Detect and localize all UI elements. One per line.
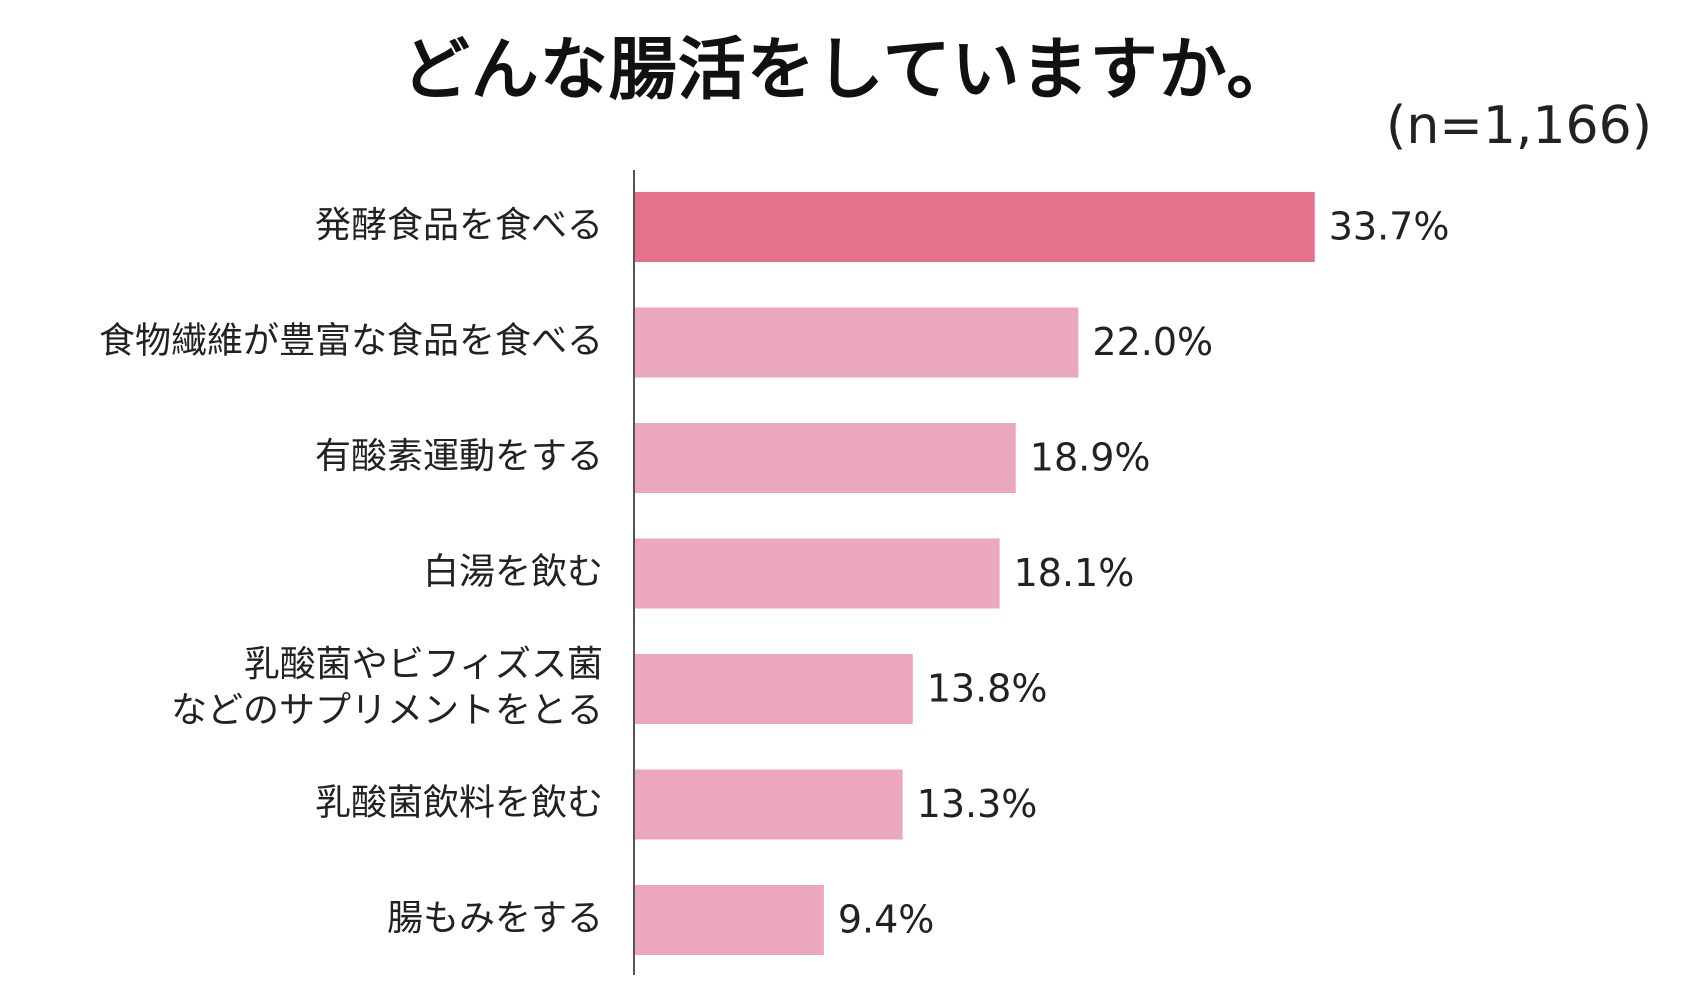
bar	[634, 538, 1000, 609]
bar	[634, 654, 913, 724]
category-label: 白湯を飲む	[423, 552, 603, 593]
bar	[634, 192, 1315, 262]
data-label: 18.9%	[1030, 436, 1151, 480]
bar	[634, 423, 1016, 493]
category-label: 食物繊維が豊富な食品を食べる	[99, 321, 603, 362]
category-label: 発酵食品を食べる	[315, 205, 603, 246]
bar	[634, 307, 1079, 378]
category-label: 腸もみをする	[387, 898, 603, 939]
data-label: 18.1%	[1014, 551, 1135, 595]
bar	[634, 769, 903, 840]
data-label: 13.8%	[927, 667, 1048, 711]
category-label: 有酸素運動をする	[315, 436, 603, 477]
data-label: 22.0%	[1092, 320, 1213, 364]
category-label: 乳酸菌やビフィズス菌	[244, 644, 603, 685]
data-label: 33.7%	[1329, 205, 1450, 249]
data-label: 13.3%	[917, 782, 1038, 826]
category-label: 乳酸菌飲料を飲む	[315, 783, 603, 824]
chart-title: どんな腸活をしていますか。	[401, 31, 1296, 110]
data-label: 9.4%	[838, 898, 935, 942]
bar	[634, 885, 824, 955]
category-label: などのサプリメントをとる	[171, 690, 603, 731]
sample-size-label: (n=1,166)	[1386, 96, 1652, 156]
